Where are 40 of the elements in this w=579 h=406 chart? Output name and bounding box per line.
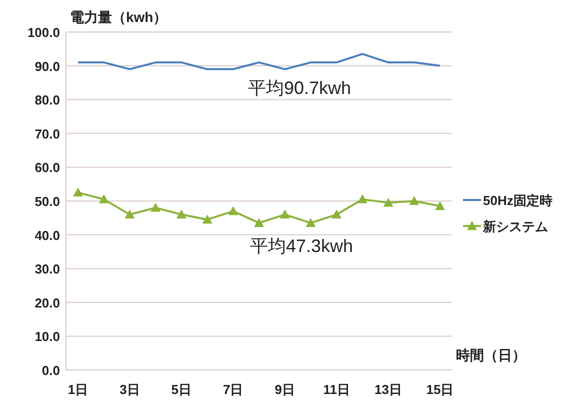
annotation: 平均90.7kwh: [248, 78, 352, 98]
point: [228, 206, 238, 216]
point: [176, 210, 186, 219]
x-axis-title: 時間（日）: [456, 347, 526, 363]
legend-label: 50Hz固定時: [483, 193, 552, 208]
point: [150, 202, 161, 212]
point: [332, 210, 342, 219]
point: [124, 210, 135, 219]
point: [254, 218, 264, 227]
y-tick-label: 100.0: [27, 25, 60, 40]
annotation: 平均47.3kwh: [250, 236, 354, 256]
x-tick-label: 7日: [223, 382, 244, 397]
point: [280, 210, 290, 219]
y-tick-label: 20.0: [34, 295, 60, 310]
y-tick-label: 40.0: [34, 228, 60, 243]
y-tick-label: 90.0: [34, 58, 60, 74]
y-tick-label: 30.0: [34, 262, 60, 277]
x-tick-label: 3日: [120, 382, 140, 397]
y-tick-label: 10.0: [34, 329, 60, 344]
y-tick-label: 0.0: [42, 363, 60, 378]
point: [306, 218, 316, 227]
legend-label: 新システム: [482, 219, 548, 234]
point: [435, 201, 445, 210]
point: [409, 196, 420, 205]
point: [202, 214, 212, 224]
x-tick-label: 5日: [171, 382, 192, 397]
y-tick-label: 80.0: [34, 92, 60, 108]
x-tick-label: 9日: [274, 382, 295, 397]
point: [383, 198, 394, 207]
point: [98, 194, 109, 204]
y-tick-label: 60.0: [34, 160, 60, 176]
y-tick-label: 50.0: [34, 194, 60, 209]
x-tick-label: 1日: [68, 382, 88, 397]
y-tick-label: 70.0: [34, 126, 60, 142]
x-tick-label: 11日: [323, 382, 350, 397]
x-tick-label: 15日: [426, 382, 454, 397]
x-tick-label: 13日: [374, 382, 402, 397]
y-axis-title: 電力量（kwh）: [70, 9, 168, 25]
point: [73, 188, 83, 197]
point: [357, 194, 368, 204]
